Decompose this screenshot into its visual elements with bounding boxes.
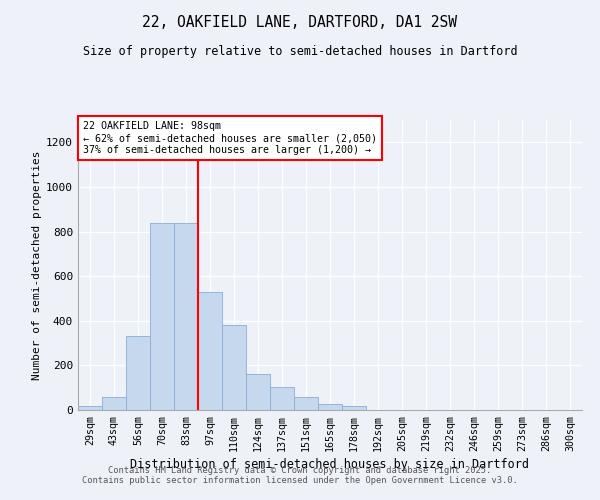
Y-axis label: Number of semi-detached properties: Number of semi-detached properties xyxy=(32,150,42,380)
X-axis label: Distribution of semi-detached houses by size in Dartford: Distribution of semi-detached houses by … xyxy=(131,458,530,471)
Text: 22 OAKFIELD LANE: 98sqm
← 62% of semi-detached houses are smaller (2,050)
37% of: 22 OAKFIELD LANE: 98sqm ← 62% of semi-de… xyxy=(83,122,377,154)
Bar xyxy=(78,406,102,410)
Bar xyxy=(342,406,366,410)
Text: Contains HM Land Registry data © Crown copyright and database right 2025.
Contai: Contains HM Land Registry data © Crown c… xyxy=(82,466,518,485)
Bar xyxy=(270,386,294,410)
Bar xyxy=(198,292,222,410)
Bar xyxy=(174,222,198,410)
Bar xyxy=(246,374,270,410)
Bar xyxy=(294,396,318,410)
Text: Size of property relative to semi-detached houses in Dartford: Size of property relative to semi-detach… xyxy=(83,45,517,58)
Bar xyxy=(150,222,174,410)
Bar xyxy=(318,404,342,410)
Bar xyxy=(102,396,126,410)
Bar xyxy=(222,325,246,410)
Text: 22, OAKFIELD LANE, DARTFORD, DA1 2SW: 22, OAKFIELD LANE, DARTFORD, DA1 2SW xyxy=(143,15,458,30)
Bar xyxy=(126,336,150,410)
